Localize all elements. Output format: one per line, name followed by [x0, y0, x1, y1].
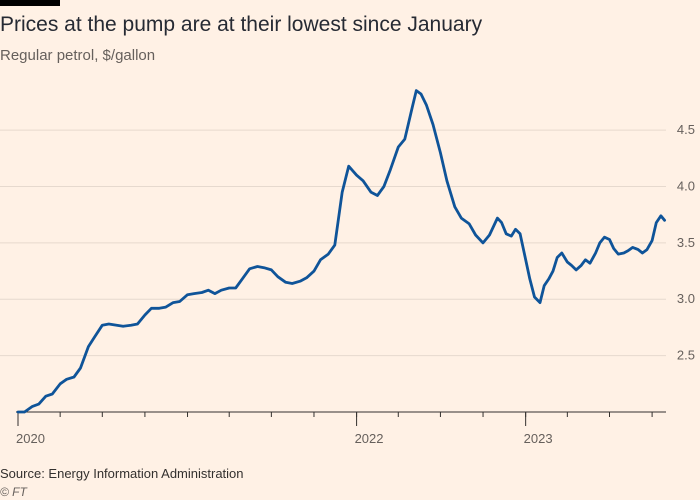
- y-tick-label: 2.5: [677, 348, 695, 363]
- ft-credit: © FT: [0, 485, 27, 499]
- x-tick-label: 2020: [16, 431, 45, 446]
- y-tick-label: 3.5: [677, 235, 695, 250]
- x-tick-label: 2023: [524, 431, 553, 446]
- y-tick-label: 4.5: [677, 122, 695, 137]
- brand-bar: [0, 0, 60, 6]
- series-line-regular-petrol: [16, 89, 666, 414]
- x-tick-label: 2022: [355, 431, 384, 446]
- source-note: Source: Energy Information Administratio…: [0, 466, 244, 481]
- y-tick-label: 3.0: [677, 291, 695, 306]
- chart-subtitle: Regular petrol, $/gallon: [0, 47, 156, 64]
- x-axis-ticks: 2020 2022 2023: [16, 412, 653, 446]
- y-tick-label: 4.0: [677, 178, 695, 193]
- line-chart: 2.5 3.0 3.5 4.0 4.5 2020 2022 2023: [0, 89, 695, 446]
- chart-title: Prices at the pump are at their lowest s…: [0, 13, 483, 36]
- grid-lines: [0, 129, 666, 357]
- y-axis-tick-labels: 2.5 3.0 3.5 4.0 4.5: [677, 122, 695, 363]
